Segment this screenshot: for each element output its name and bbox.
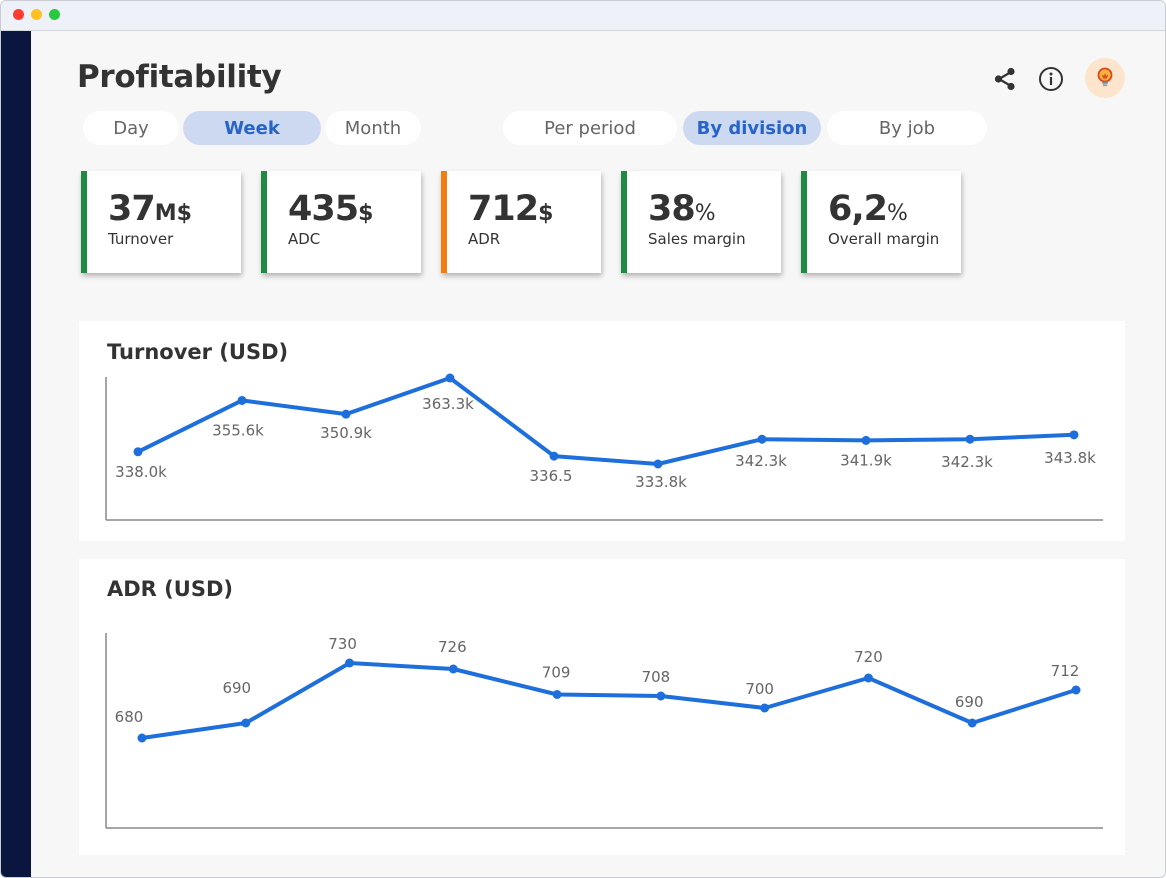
turnover-chart-title: Turnover (USD) (107, 340, 289, 364)
sidebar (1, 31, 31, 877)
data-point[interactable] (345, 658, 355, 668)
data-point[interactable] (1069, 430, 1079, 440)
data-point[interactable] (1071, 685, 1081, 695)
data-label: 333.8k (635, 473, 687, 491)
data-label: 341.9k (840, 451, 892, 469)
kpi-number: 38 (648, 189, 696, 229)
tab-by-division[interactable]: By division (683, 111, 821, 145)
info-icon[interactable] (1035, 63, 1067, 95)
data-label: 709 (542, 664, 571, 682)
tab-per-period[interactable]: Per period (503, 111, 677, 145)
tab-day[interactable]: Day (83, 111, 179, 145)
data-point[interactable] (863, 673, 873, 683)
window-titlebar (1, 1, 1165, 31)
data-label: 336.5 (530, 467, 573, 485)
data-point[interactable] (552, 690, 562, 699)
data-label: 690 (955, 693, 984, 711)
data-point[interactable] (965, 434, 975, 444)
data-point[interactable] (653, 459, 663, 469)
data-label: 730 (328, 635, 357, 653)
data-point[interactable] (137, 733, 147, 743)
kpi-card-turnover[interactable]: 37M$ Turnover (81, 171, 241, 273)
data-label: 350.9k (320, 424, 372, 442)
turnover-chart: 338.0k 355.6k 350.9k 363.3k 336.5 333.8k 342.3… (105, 373, 1103, 521)
kpi-value: 435$ (288, 189, 373, 229)
kpi-number: 435 (288, 189, 359, 229)
close-window-button[interactable] (13, 9, 24, 20)
data-point[interactable] (445, 373, 455, 383)
page-title: Profitability (77, 59, 282, 95)
series-line (140, 661, 1078, 740)
kpi-number: 712 (468, 189, 539, 229)
kpi-label: Sales margin (648, 230, 746, 248)
data-label: 726 (438, 638, 467, 656)
kpi-value: 38% (648, 189, 716, 229)
data-label: 690 (222, 679, 251, 697)
data-label: 720 (854, 648, 883, 666)
kpi-unit: $ (538, 201, 554, 226)
turnover-chart-panel: 338.0k 355.6k 350.9k 363.3k 336.5 333.8k 342.3… (79, 321, 1125, 541)
tab-week[interactable]: Week (183, 111, 321, 145)
kpi-unit: % (694, 201, 716, 226)
data-point[interactable] (656, 691, 666, 701)
tab-month[interactable]: Month (325, 111, 421, 145)
data-label: 343.8k (1044, 449, 1096, 467)
maximize-window-button[interactable] (49, 9, 60, 20)
share-icon[interactable] (989, 63, 1021, 95)
data-point[interactable] (133, 447, 143, 457)
data-label: 700 (745, 680, 774, 698)
data-point[interactable] (760, 703, 770, 713)
kpi-card-adr[interactable]: 712$ ADR (441, 171, 601, 273)
kpi-unit: % (887, 201, 908, 226)
kpi-card-adc[interactable]: 435$ ADC (261, 171, 421, 273)
kpi-unit: M$ (154, 201, 192, 226)
tab-by-job[interactable]: By job (827, 111, 987, 145)
data-point[interactable] (341, 409, 351, 419)
data-label: 338.0k (115, 463, 167, 481)
kpi-label: Overall margin (828, 230, 940, 248)
kpi-card-overall-margin[interactable]: 6,2% Overall margin (801, 171, 961, 273)
kpi-unit: $ (358, 201, 374, 226)
data-label: 712 (1051, 662, 1080, 680)
data-point[interactable] (237, 395, 247, 405)
data-point[interactable] (448, 664, 458, 674)
minimize-window-button[interactable] (31, 9, 42, 20)
kpi-value: 6,2% (828, 189, 908, 229)
data-point[interactable] (967, 718, 977, 728)
kpi-label: ADR (468, 230, 501, 248)
adr-chart-panel: 680 690 730 726 709 708 700 720 690 712 ADR (USD) (79, 559, 1125, 855)
data-label: 342.3k (735, 452, 787, 470)
data-point[interactable] (241, 718, 251, 728)
data-point[interactable] (861, 435, 871, 445)
series-line (136, 376, 1076, 466)
data-point[interactable] (549, 451, 559, 461)
data-label: 680 (115, 708, 144, 726)
kpi-value: 37M$ (108, 189, 192, 229)
kpi-value: 712$ (468, 189, 553, 229)
kpi-number: 37 (108, 189, 156, 229)
kpi-number: 6,2 (828, 189, 888, 229)
kpi-card-sales-margin[interactable]: 38% Sales margin (621, 171, 781, 273)
kpi-label: Turnover (108, 230, 174, 248)
kpi-label: ADC (288, 230, 321, 248)
adr-chart-title: ADR (USD) (107, 577, 233, 601)
data-label: 363.3k (422, 395, 474, 413)
lightbulb-icon[interactable] (1085, 58, 1125, 98)
data-label: 355.6k (212, 421, 264, 439)
data-label: 708 (642, 668, 671, 686)
data-label: 342.3k (941, 453, 993, 471)
data-point[interactable] (757, 434, 767, 444)
adr-chart: 680 690 730 726 709 708 700 720 690 712 (105, 633, 1103, 829)
